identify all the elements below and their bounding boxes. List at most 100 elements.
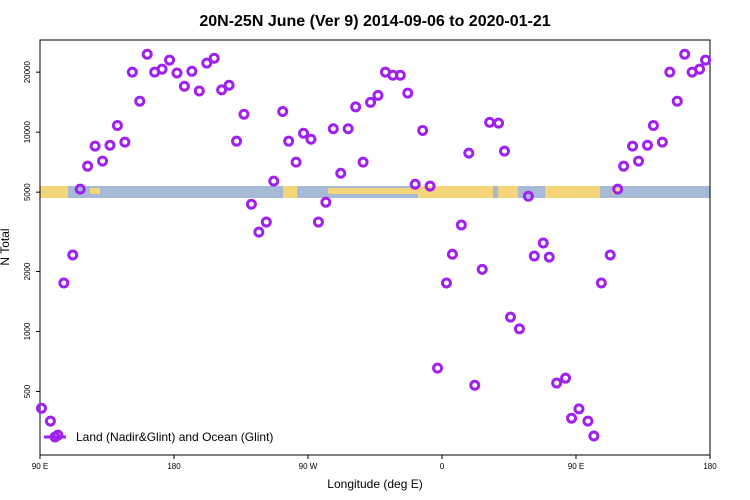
point — [566, 412, 578, 424]
x-tick-label: 180 — [703, 462, 717, 471]
point — [164, 54, 176, 66]
point — [463, 147, 475, 159]
point — [513, 323, 525, 335]
point — [604, 249, 616, 261]
point — [417, 124, 429, 136]
point — [641, 139, 653, 151]
point — [312, 216, 324, 228]
point — [216, 84, 228, 96]
point — [700, 54, 712, 66]
point — [74, 183, 86, 195]
legend: Land (Nadir&Glint) and Ocean (Glint) — [44, 430, 273, 444]
point — [537, 237, 549, 249]
point — [97, 155, 109, 167]
point — [327, 123, 339, 135]
point — [260, 216, 272, 228]
point — [627, 140, 639, 152]
point — [335, 167, 347, 179]
y-tick-label: 10000 — [23, 120, 32, 143]
point — [320, 196, 332, 208]
point — [82, 160, 94, 172]
point — [89, 140, 101, 152]
point — [440, 277, 452, 289]
y-tick-label: 1000 — [23, 322, 32, 340]
point — [111, 119, 123, 131]
y-tick-label: 2000 — [23, 262, 32, 280]
point — [612, 183, 624, 195]
point — [67, 249, 79, 261]
point — [231, 135, 243, 147]
x-tick-label: 0 — [440, 462, 445, 471]
point — [156, 63, 168, 75]
point — [573, 403, 585, 415]
point — [186, 65, 198, 77]
point — [178, 80, 190, 92]
point — [245, 198, 257, 210]
point — [618, 160, 630, 172]
point — [58, 277, 70, 289]
x-tick-label: 90 E — [568, 462, 584, 471]
point — [365, 96, 377, 108]
y-tick-label: 20000 — [23, 60, 32, 83]
point — [656, 136, 668, 148]
x-tick-label: 90 W — [299, 462, 318, 471]
point — [268, 175, 280, 187]
point — [493, 117, 505, 129]
point — [223, 79, 235, 91]
point — [560, 372, 572, 384]
point — [694, 63, 706, 75]
chart-title: 20N-25N June (Ver 9) 2014-09-06 to 2020-… — [199, 13, 550, 30]
point — [290, 156, 302, 168]
point — [551, 377, 563, 389]
point — [664, 66, 676, 78]
point — [193, 85, 205, 97]
plot-frame — [39, 39, 711, 456]
point — [201, 57, 213, 69]
point — [484, 116, 496, 128]
point — [424, 180, 436, 192]
point — [469, 379, 481, 391]
point — [141, 48, 153, 60]
point — [134, 95, 146, 107]
x-axis-label: Longitude (deg E) — [327, 477, 422, 491]
point — [44, 415, 56, 427]
point — [298, 127, 310, 139]
point — [432, 362, 444, 374]
point — [342, 123, 354, 135]
point — [476, 263, 488, 275]
point — [350, 101, 362, 113]
map-strip — [40, 186, 710, 198]
x-tick-label: 180 — [167, 462, 181, 471]
point — [277, 105, 289, 117]
y-tick-label: 5000 — [23, 183, 32, 201]
point — [253, 226, 265, 238]
point — [528, 250, 540, 262]
point — [504, 311, 516, 323]
point — [305, 133, 317, 145]
point — [394, 69, 406, 81]
point — [455, 219, 467, 231]
point — [126, 66, 138, 78]
y-tick-label: 500 — [23, 384, 32, 398]
point — [582, 415, 594, 427]
point — [633, 155, 645, 167]
point — [208, 52, 220, 64]
point — [119, 136, 131, 148]
point — [409, 178, 421, 190]
point — [595, 277, 607, 289]
point — [671, 95, 683, 107]
x-tick-label: 90 E — [32, 462, 48, 471]
point — [402, 87, 414, 99]
point — [588, 430, 600, 442]
point — [357, 156, 369, 168]
point — [372, 89, 384, 101]
legend-marker — [49, 431, 61, 443]
point — [238, 108, 250, 120]
point — [647, 119, 659, 131]
point — [35, 402, 47, 414]
point — [543, 251, 555, 263]
point — [171, 67, 183, 79]
point — [522, 190, 534, 202]
point — [104, 139, 116, 151]
